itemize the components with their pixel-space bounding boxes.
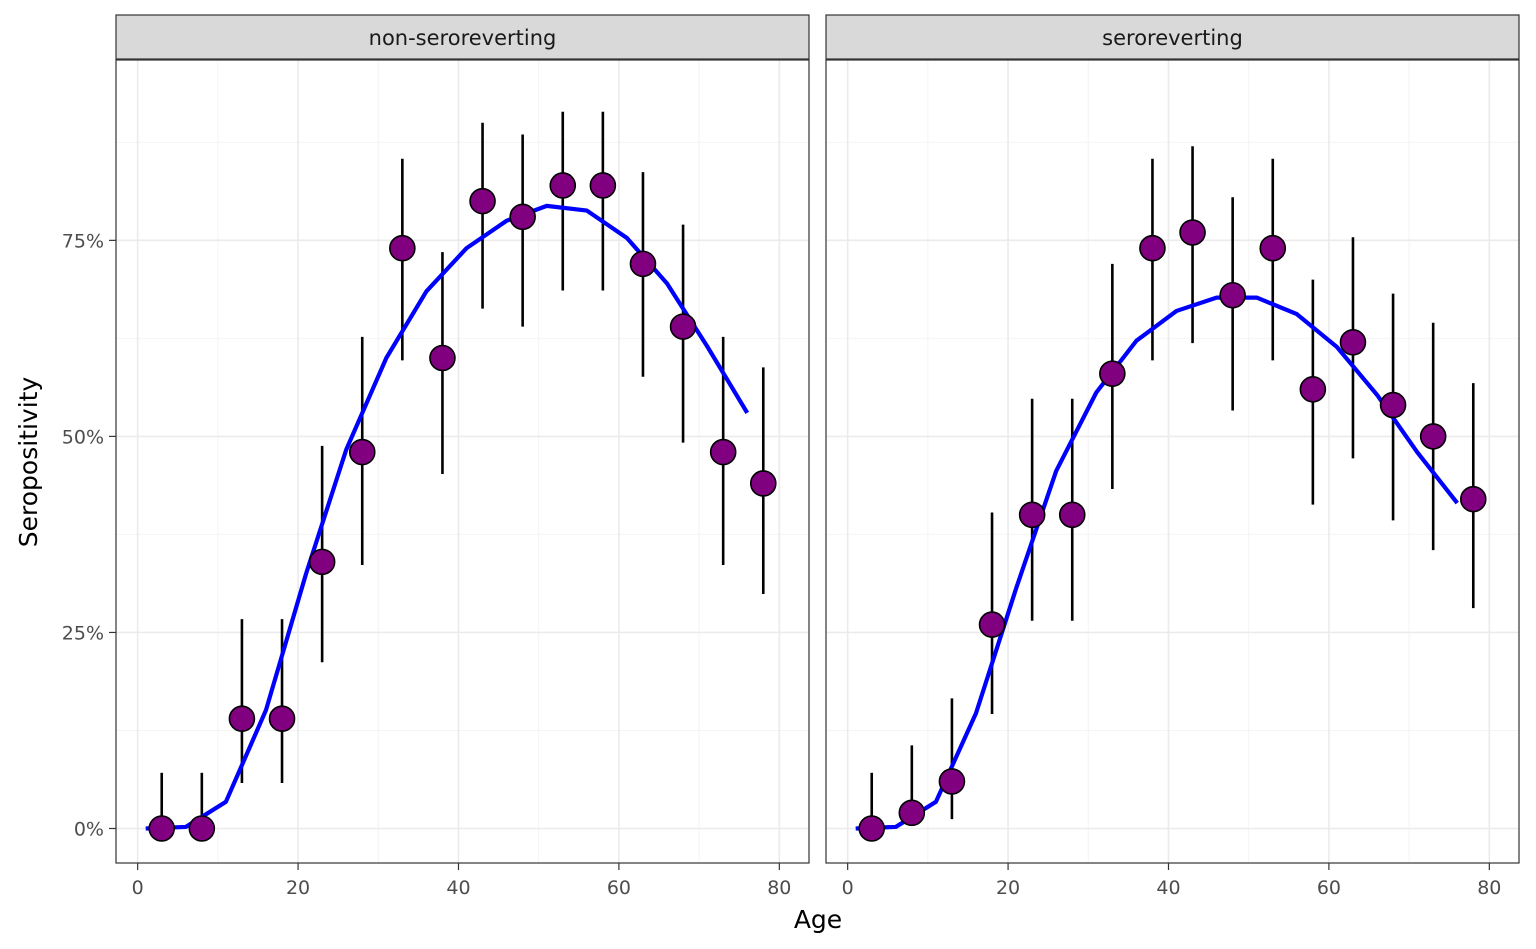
x-tick-label: 0 bbox=[842, 877, 854, 899]
data-point bbox=[858, 815, 886, 842]
data-point bbox=[1058, 501, 1086, 529]
data-point bbox=[938, 768, 966, 795]
x-tick-label: 60 bbox=[1317, 877, 1341, 899]
strip-label: non-seroreverting bbox=[369, 26, 557, 50]
x-tick-label: 20 bbox=[286, 877, 310, 899]
data-point bbox=[1139, 234, 1166, 262]
x-axis-title: Age bbox=[794, 905, 842, 934]
x-tick-label: 80 bbox=[1477, 877, 1501, 899]
x-tick-label: 20 bbox=[996, 877, 1020, 899]
data-point bbox=[1339, 329, 1367, 356]
data-point bbox=[978, 611, 1006, 638]
data-point bbox=[1419, 423, 1447, 450]
data-point bbox=[589, 172, 617, 199]
data-point bbox=[1179, 219, 1206, 246]
data-point bbox=[629, 250, 657, 278]
data-point bbox=[898, 799, 926, 827]
data-point bbox=[429, 344, 456, 372]
data-point bbox=[268, 705, 296, 733]
data-point bbox=[188, 815, 216, 842]
y-axis-title: Seropositivity bbox=[14, 377, 43, 548]
strip-label: seroreverting bbox=[1102, 26, 1243, 50]
data-point bbox=[308, 548, 336, 576]
data-point bbox=[1099, 360, 1126, 387]
y-tick-label: 75% bbox=[62, 230, 104, 252]
panels: non-seroreverting 0 20 40 60 80 0% 25% 50% 75% ser… bbox=[62, 14, 1520, 899]
strip-background bbox=[115, 14, 810, 60]
data-point bbox=[509, 203, 536, 231]
data-point bbox=[1299, 376, 1327, 403]
panel-background bbox=[116, 60, 809, 863]
data-point bbox=[389, 234, 416, 262]
data-point bbox=[709, 438, 737, 466]
y-tick-label: 50% bbox=[62, 426, 104, 448]
x-tick-label: 40 bbox=[446, 877, 470, 899]
data-point bbox=[348, 438, 376, 466]
fitted-line bbox=[855, 295, 1459, 831]
data-point bbox=[749, 470, 777, 497]
panel-border bbox=[825, 59, 1520, 864]
panel-background bbox=[826, 60, 1519, 863]
data-point bbox=[1018, 501, 1046, 529]
data-point bbox=[1259, 234, 1287, 262]
x-tick-label: 80 bbox=[767, 877, 791, 899]
panel-border bbox=[115, 59, 810, 864]
data-point bbox=[228, 705, 256, 733]
data-point bbox=[1379, 391, 1407, 419]
data-point bbox=[1459, 485, 1487, 513]
panel-2: seroreverting 0 20 40 60 80 bbox=[825, 14, 1520, 899]
data-point bbox=[469, 187, 496, 215]
x-tick-label: 0 bbox=[132, 877, 144, 899]
data-point bbox=[1219, 281, 1246, 309]
data-point bbox=[549, 172, 577, 199]
data-point bbox=[148, 815, 176, 842]
x-tick-label: 60 bbox=[607, 877, 631, 899]
data-point bbox=[669, 313, 697, 340]
y-tick-label: 25% bbox=[62, 622, 104, 644]
y-tick-label: 0% bbox=[74, 818, 104, 840]
x-tick-label: 40 bbox=[1156, 877, 1180, 899]
strip-background bbox=[825, 14, 1520, 60]
panel-1: non-seroreverting 0 20 40 60 80 0% 25% 50% 75% bbox=[62, 14, 810, 899]
